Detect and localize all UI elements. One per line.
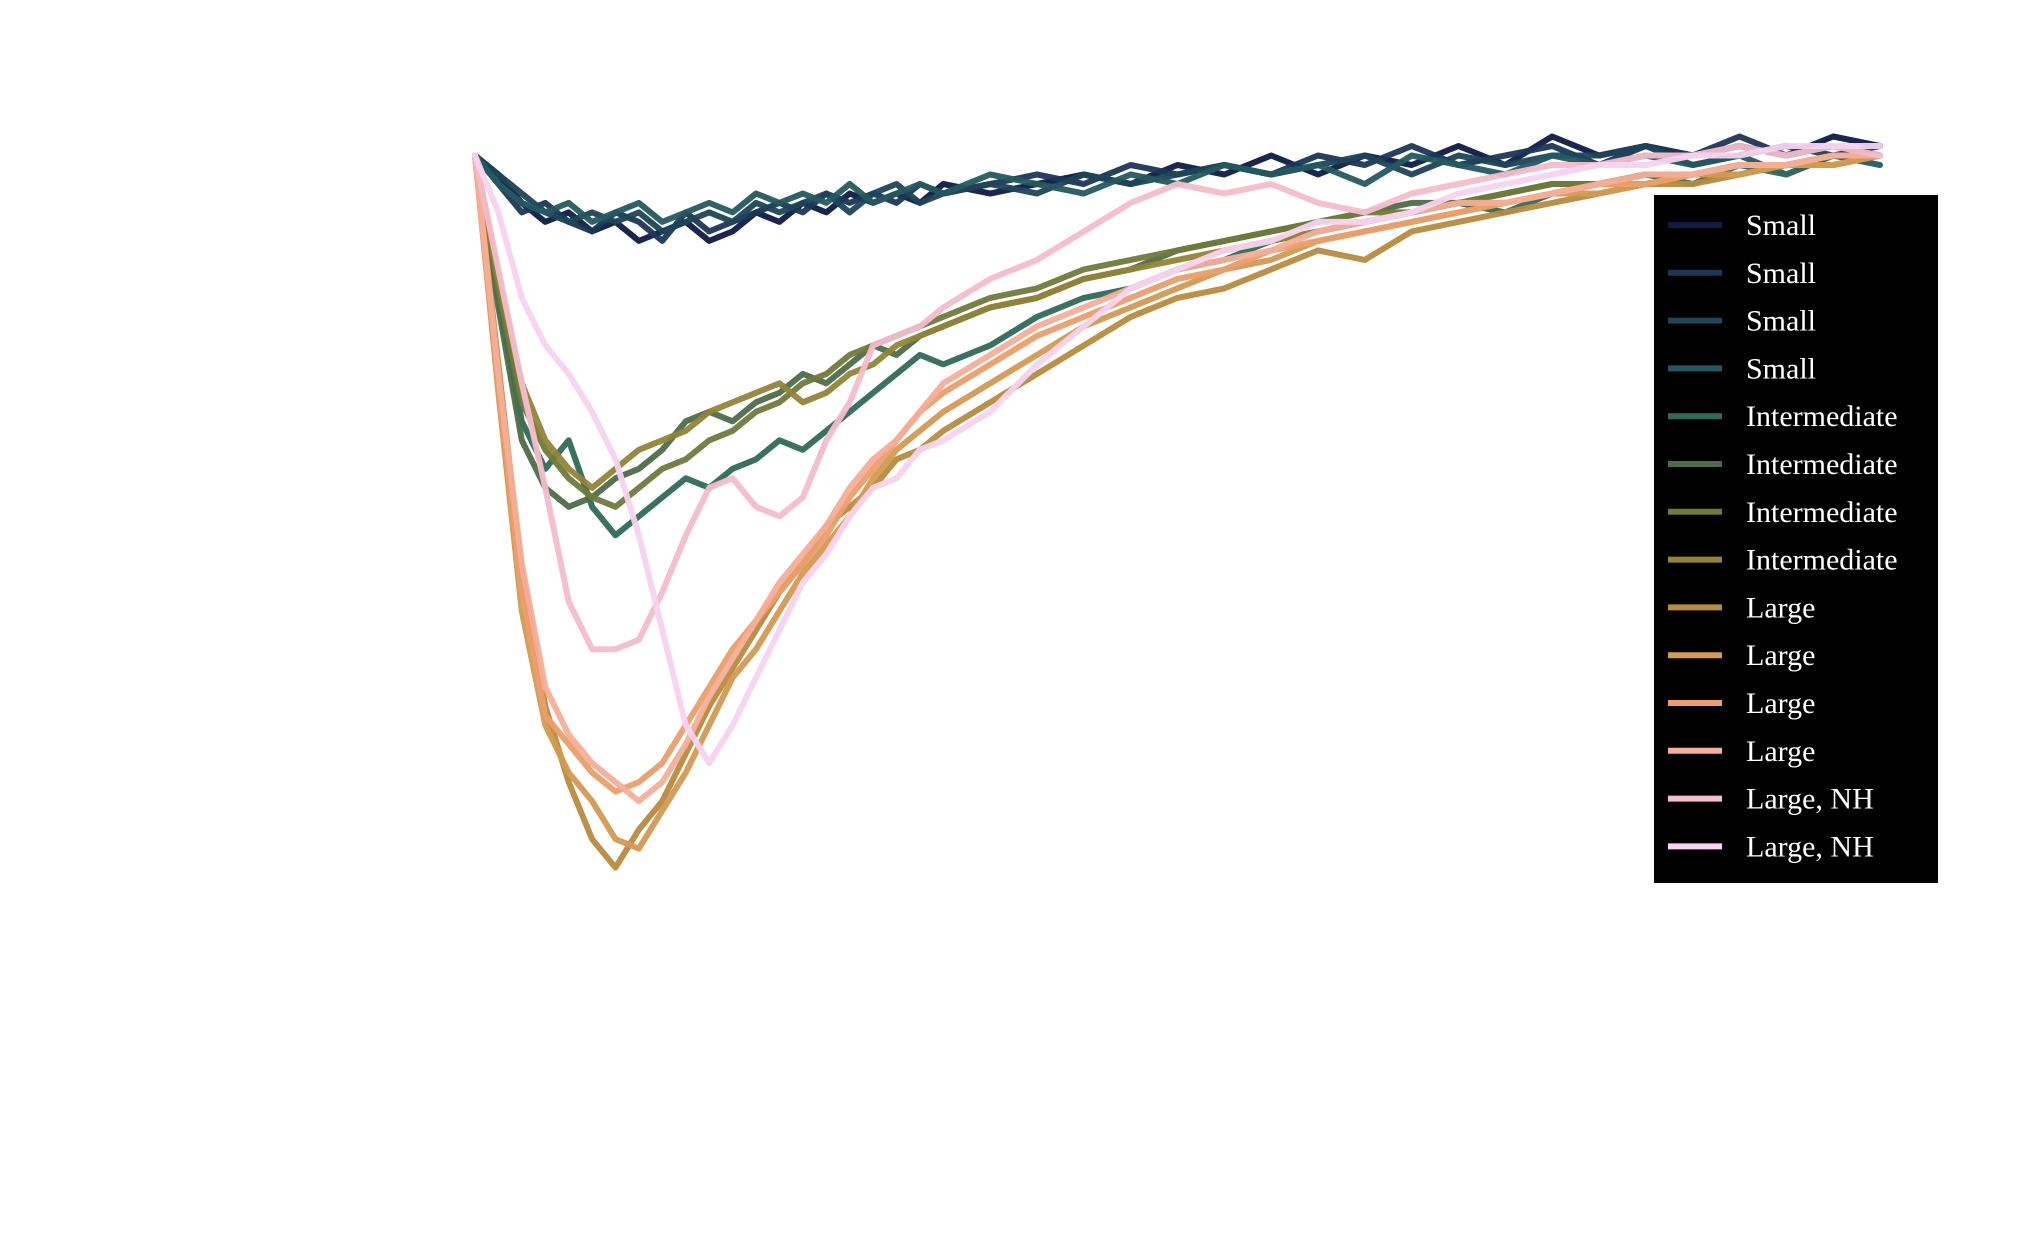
series-line-7: [472, 152, 1883, 510]
legend-label: Intermediate: [1746, 400, 1898, 433]
legend-item: Large: [1668, 639, 1815, 672]
series-line-12: [472, 152, 1883, 805]
legend-item: Intermediate: [1668, 544, 1898, 577]
legend-item: Large: [1668, 735, 1815, 768]
legend-label: Small: [1746, 305, 1816, 338]
legend-item: Small: [1668, 209, 1816, 242]
legend-items: Small Small Small Small Intermediate Intermed…: [1668, 209, 1898, 863]
legend-item: Intermediate: [1668, 400, 1898, 433]
legend-item: Large, NH: [1668, 830, 1874, 863]
legend-label: Intermediate: [1746, 448, 1898, 481]
legend-label: Large: [1746, 735, 1815, 768]
series-line-1: [472, 133, 1883, 244]
legend-label: Large, NH: [1746, 830, 1874, 863]
plot-area: [472, 133, 1883, 871]
legend-item: Large: [1668, 591, 1815, 624]
legend-label: Large: [1746, 687, 1815, 720]
series-line-4: [472, 152, 1883, 225]
legend-label: Large: [1746, 591, 1815, 624]
legend-label: Intermediate: [1746, 544, 1898, 577]
series-line-13: [472, 143, 1883, 653]
legend-item: Small: [1668, 305, 1816, 338]
legend-label: Small: [1746, 209, 1816, 242]
legend-item: Small: [1668, 257, 1816, 290]
legend-item: Intermediate: [1668, 448, 1898, 481]
legend-label: Small: [1746, 352, 1816, 385]
legend: Small Small Small Small Intermediate Intermed…: [1654, 195, 1938, 883]
series-line-10: [472, 152, 1883, 852]
legend-label: Intermediate: [1746, 496, 1898, 529]
legend-item: Large: [1668, 687, 1815, 720]
legend-item: Intermediate: [1668, 496, 1898, 529]
legend-item: Small: [1668, 352, 1816, 385]
legend-label: Small: [1746, 257, 1816, 290]
series-line-14: [472, 143, 1883, 767]
legend-label: Large, NH: [1746, 783, 1874, 816]
legend-background: [1654, 195, 1938, 883]
legend-item: Large, NH: [1668, 783, 1874, 816]
legend-label: Large: [1746, 639, 1815, 672]
